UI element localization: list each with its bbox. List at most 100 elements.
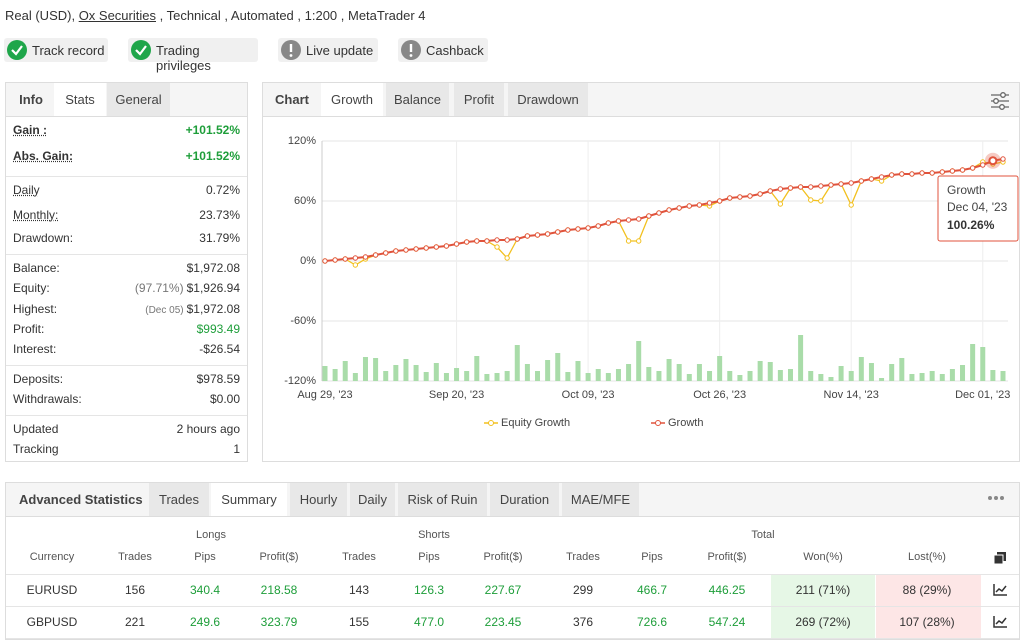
stat-value: -$26.54 [199,342,240,356]
row-chart-icon[interactable] [993,584,1007,596]
point [383,250,389,256]
bar [403,359,409,381]
point [757,191,763,197]
tab[interactable]: Trades [149,483,209,516]
tab[interactable]: Drawdown [508,83,588,116]
point [585,225,591,231]
tab[interactable]: Profit [454,83,504,116]
stat-label: Equity: [13,281,50,295]
point [636,216,642,222]
stat-label: Balance: [13,261,60,275]
point [818,183,824,189]
icon-trend [995,617,1007,625]
point [808,197,814,203]
cell: 726.6 [636,615,668,629]
cell: 466.7 [636,583,668,597]
tab[interactable]: Duration [490,483,559,516]
badge[interactable]: Track record [4,38,108,62]
legend-marker [655,420,661,426]
settings-icon[interactable] [989,91,1011,111]
stat-value: $993.49 [197,322,240,336]
cell: 376 [572,615,594,629]
cell: 155 [348,615,370,629]
bar [858,357,864,381]
stat-value: 2 hours ago [177,422,240,436]
column-header: Pips [418,551,440,563]
bar [798,335,804,381]
bar [787,369,793,381]
badge[interactable]: Live update [278,38,378,62]
stat-note: (97.71%) [134,281,184,295]
bar [808,371,814,381]
point [686,203,692,209]
cell: 211 (71%) [795,583,851,597]
stat-label: Abs. Gain: [13,149,74,163]
point [362,254,369,260]
point [504,255,510,261]
stat-number: $993.49 [196,322,240,336]
bar [433,363,439,381]
point [332,257,338,263]
point [423,245,429,251]
stat-number: $1,926.94 [186,281,240,295]
bar [727,371,733,381]
bar [848,371,854,381]
stat-label: Tracking [13,442,59,456]
point [878,174,885,180]
column-header: Pips [194,551,216,563]
point [959,167,966,173]
tab[interactable]: Hourly [290,483,347,516]
point [899,171,905,177]
broker-link[interactable]: Ox Securities [78,8,156,23]
tab[interactable]: Balance [386,83,449,116]
tab[interactable]: Growth [321,83,383,116]
badge[interactable]: Trading privileges [128,38,258,73]
point [727,195,733,201]
badge[interactable]: Cashback [398,38,488,62]
stat-value: $978.59 [197,372,240,386]
stat-value: +101.52% [186,123,240,137]
legend-label[interactable]: Equity Growth [501,417,570,429]
bar [646,367,652,381]
separator [6,254,247,255]
bar [919,373,925,381]
stat-label: Withdrawals: [13,392,82,406]
badge-icon [401,40,421,60]
stat-value: (97.71%) $1,926.94 [135,281,240,295]
column-header: Trades [342,551,376,563]
bar [383,371,389,381]
point [322,258,328,264]
badge-icon [7,40,27,60]
row-chart-icon[interactable] [993,616,1007,628]
column-header: Trades [566,551,600,563]
tab[interactable]: Risk of Ruin [398,483,487,516]
tab[interactable]: Stats [54,83,106,116]
bar [980,347,986,381]
bar [686,374,692,381]
bar [868,363,874,381]
x-tick-label: Oct 09, '23 [562,389,615,401]
cell: 323.79 [260,615,298,629]
point [818,198,824,204]
tab[interactable]: Summary [211,483,287,516]
y-tick-label: -60% [290,315,316,327]
point [828,182,834,188]
tab[interactable]: MAE/MFE [562,483,639,516]
point [929,170,935,176]
point [716,198,723,204]
legend-label[interactable]: Growth [668,417,703,429]
bar [636,341,642,381]
point [534,232,541,238]
badge-label: Cashback [426,43,484,58]
point [656,210,662,216]
column-header: Pips [641,551,663,563]
more-icon[interactable] [986,493,1006,503]
tab[interactable]: Daily [350,483,395,516]
bar [1000,371,1006,381]
tab: Info [19,92,43,107]
cell: 221 [124,615,146,629]
cell: EURUSD [26,583,78,597]
bar [960,365,966,381]
stat-label: Deposits: [13,372,64,386]
tab[interactable]: General [107,83,170,116]
